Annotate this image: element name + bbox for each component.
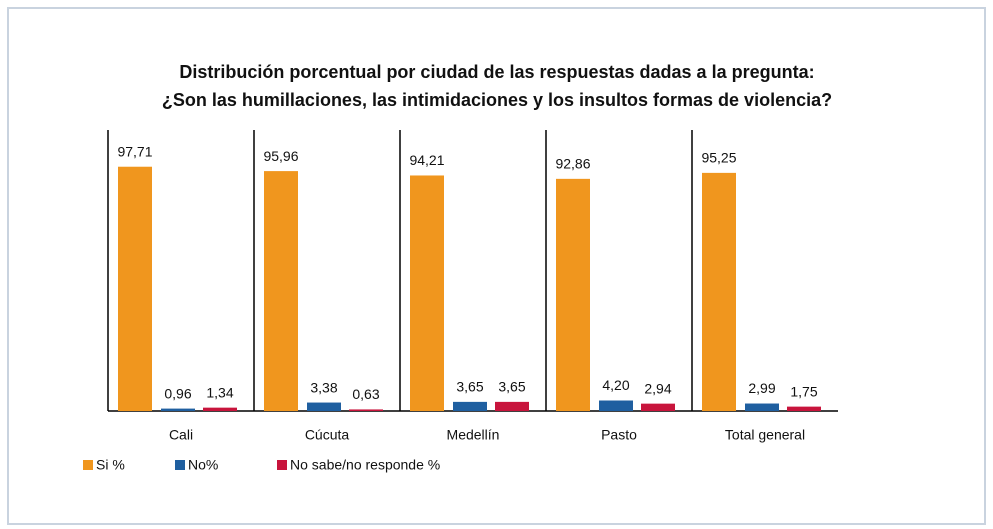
bar: [453, 401, 487, 411]
data-label: 0,63: [352, 386, 379, 402]
legend-swatch: [175, 460, 185, 470]
legend-label: Si %: [96, 457, 125, 473]
bar: [556, 178, 590, 411]
data-label: 95,25: [701, 150, 736, 166]
data-label: 2,99: [748, 380, 775, 396]
data-label: 97,71: [117, 143, 152, 159]
data-label: 0,96: [164, 385, 191, 401]
x-tick-label: Pasto: [601, 427, 637, 443]
x-tick-label: Cúcuta: [305, 427, 350, 443]
data-label: 3,65: [498, 379, 525, 395]
bar: [161, 408, 195, 411]
legend-label: No%: [188, 457, 218, 473]
chart-title: ¿Son las humillaciones, las intimidacion…: [162, 90, 832, 110]
data-label: 4,20: [602, 377, 629, 393]
data-label: 1,34: [206, 384, 233, 400]
bar: [495, 401, 529, 411]
x-tick-label: Medellín: [447, 427, 500, 443]
data-label: 94,21: [409, 152, 444, 168]
data-label: 3,65: [456, 379, 483, 395]
chart-title: Distribución porcentual por ciudad de la…: [179, 62, 814, 82]
data-label: 92,86: [555, 156, 590, 172]
data-label: 1,75: [790, 383, 817, 399]
bar: [641, 403, 675, 411]
x-tick-label: Cali: [169, 427, 193, 443]
bar: [118, 166, 152, 411]
bar: [264, 171, 298, 411]
legend-swatch: [277, 460, 287, 470]
frame: [7, 7, 986, 525]
legend-swatch: [83, 460, 93, 470]
bar: [307, 402, 341, 411]
x-tick-label: Total general: [725, 427, 805, 443]
bar: [787, 406, 821, 411]
legend-label: No sabe/no responde %: [290, 457, 440, 473]
data-label: 2,94: [644, 380, 671, 396]
bar: [203, 407, 237, 411]
bar: [745, 403, 779, 411]
bar: [702, 172, 736, 411]
data-label: 95,96: [263, 148, 298, 164]
data-label: 3,38: [310, 379, 337, 395]
bar: [599, 400, 633, 411]
bar: [410, 175, 444, 411]
bar: [349, 409, 383, 411]
